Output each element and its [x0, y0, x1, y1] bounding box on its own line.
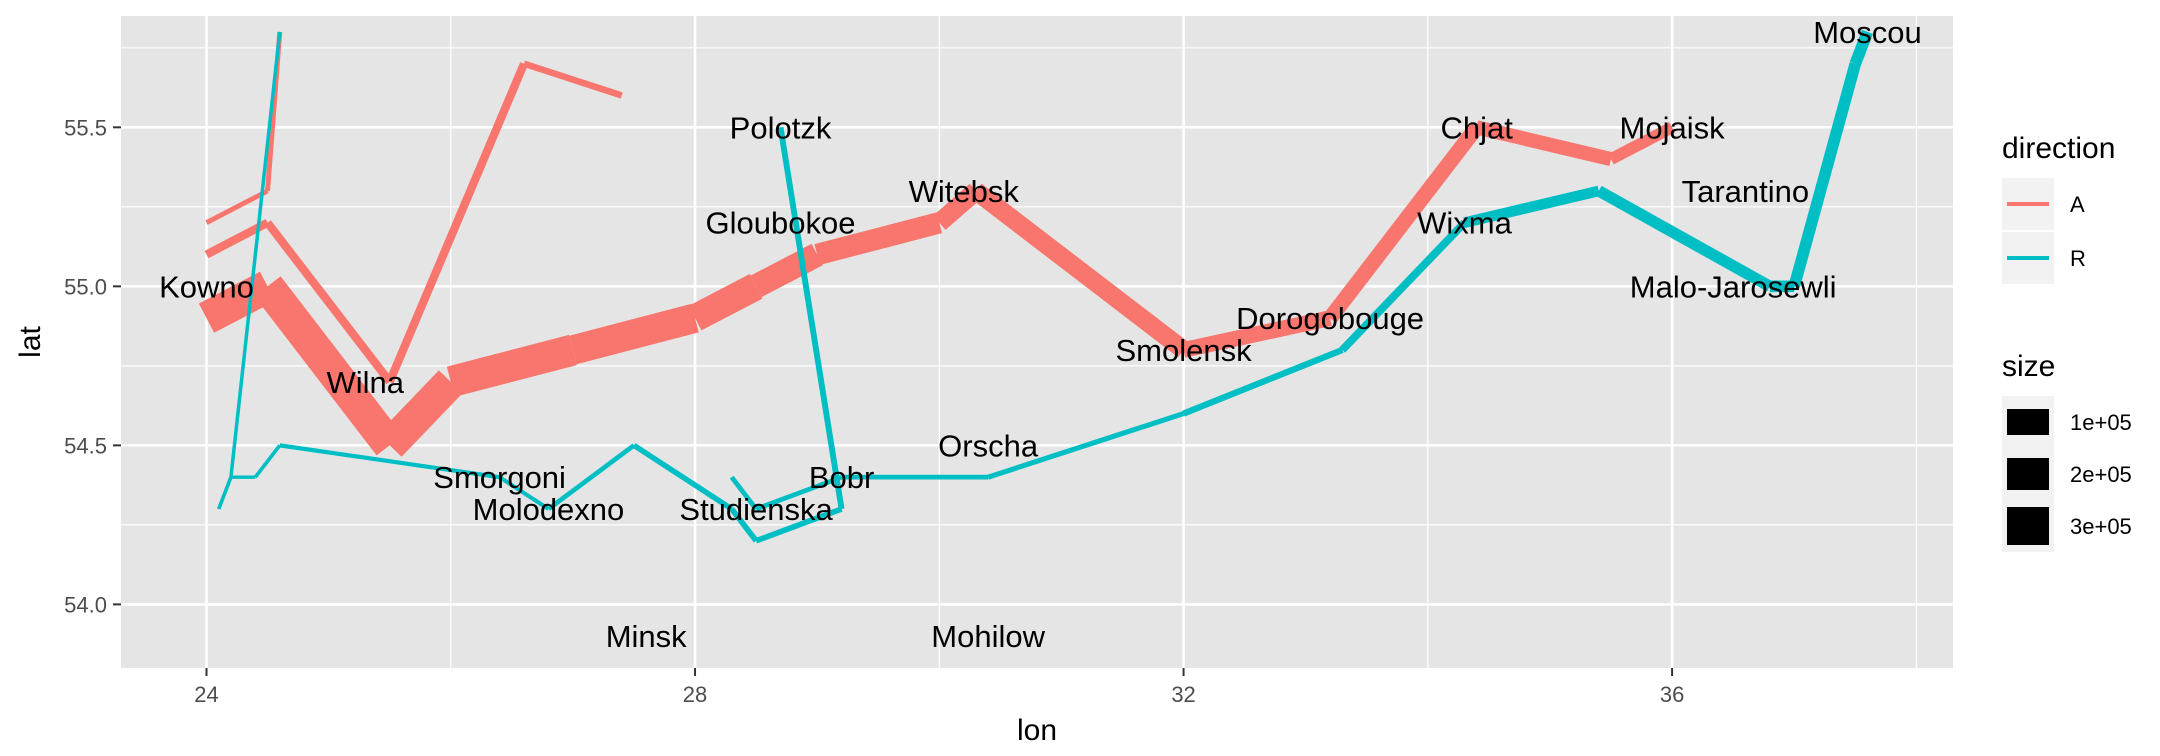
minor-gridlines — [121, 16, 1953, 668]
city-label: Kowno — [159, 269, 254, 304]
size-legend: size 1e+05 2e+05 3e+05 — [2002, 350, 2132, 552]
path-segment-r — [547, 443, 636, 511]
city-label: Bobr — [809, 460, 874, 495]
legend-label-r: R — [2070, 246, 2086, 271]
path-segment-r — [1788, 62, 1861, 288]
direction-legend-title: direction — [2002, 132, 2115, 165]
path-segment-a — [970, 183, 1190, 358]
y-tick-label: 54.5 — [64, 433, 107, 458]
city-label: Orscha — [938, 428, 1039, 463]
path-segment-a — [264, 220, 393, 385]
path-segment-a — [750, 243, 823, 298]
city-label: Minsk — [606, 619, 687, 654]
path-segment-a — [446, 334, 577, 397]
size-legend-title: size — [2002, 350, 2055, 383]
size-legend-label-3: 3e+05 — [2070, 514, 2132, 539]
city-label: Smolensk — [1116, 333, 1253, 368]
path-segment-r — [1182, 347, 1344, 417]
city-label: Moscou — [1813, 15, 1922, 50]
path-segment-a — [385, 62, 528, 384]
x-axis-title: lon — [1017, 714, 1057, 747]
path-segment-r — [755, 474, 843, 512]
y-axis-title: lat — [14, 325, 47, 357]
axes: 24 28 32 36 54.0 54.5 55.0 55.5 — [64, 115, 1684, 707]
size-key-3-swatch — [2007, 507, 2049, 545]
city-label: Studienska — [679, 492, 833, 527]
path-segment-r — [729, 507, 759, 543]
path-segment-r — [632, 443, 734, 512]
path-segment-a — [254, 276, 403, 456]
city-label: Gloubokoe — [706, 206, 856, 241]
size-legend-label-2: 2e+05 — [2070, 462, 2132, 487]
city-label: Wilna — [327, 365, 405, 400]
y-tick-label: 54.0 — [64, 592, 107, 617]
path-segment-a — [1475, 120, 1613, 167]
path-segment-a — [569, 303, 699, 365]
path-segment-r — [1463, 185, 1601, 228]
x-tick-label: 36 — [1660, 682, 1684, 707]
city-label: Mojaisk — [1620, 110, 1726, 145]
city-label: Mohilow — [931, 619, 1045, 654]
size-key-2-swatch — [2007, 458, 2049, 490]
path-segment-a — [377, 370, 463, 457]
path-segment-r — [498, 475, 550, 511]
city-label: Chjat — [1440, 110, 1513, 145]
path-segment-r — [755, 506, 843, 544]
plot-panel — [121, 16, 1953, 668]
path-segment-a — [814, 212, 943, 265]
path-segment-a — [523, 60, 623, 99]
path-segment-a — [1608, 122, 1675, 165]
y-tick-label: 55.0 — [64, 274, 107, 299]
path-segment-a — [205, 188, 269, 225]
city-label: Witebsk — [909, 174, 1020, 209]
path-segment-r — [987, 411, 1185, 480]
x-tick-label: 28 — [683, 682, 707, 707]
city-label: Wixma — [1417, 206, 1512, 241]
x-tick-label: 32 — [1171, 682, 1195, 707]
path-segment-r — [777, 126, 845, 510]
path-segment-a — [688, 274, 763, 331]
city-label: Smorgoni — [433, 460, 566, 495]
city-label: Polotzk — [730, 110, 832, 145]
x-tick-label: 24 — [194, 682, 218, 707]
y-tick-label: 55.5 — [64, 115, 107, 140]
path-segment-a — [1181, 310, 1332, 358]
march-paths — [198, 29, 1874, 544]
city-label: Malo-Jarosewli — [1630, 269, 1837, 304]
size-legend-label-1: 1e+05 — [2070, 410, 2132, 435]
size-key-1-swatch — [2007, 409, 2049, 435]
city-label: Molodexno — [473, 492, 625, 527]
path-segment-a — [1324, 122, 1483, 323]
path-segment-r — [1849, 29, 1874, 66]
legend-label-a: A — [2070, 192, 2085, 217]
path-segment-r — [253, 444, 282, 479]
city-label: Dorogobouge — [1236, 301, 1424, 336]
path-segment-r — [217, 476, 233, 510]
city-label: Tarantino — [1682, 174, 1810, 209]
path-segment-r — [229, 31, 282, 478]
path-segment-r — [1596, 185, 1773, 292]
path-segment-a — [933, 183, 983, 230]
path-segment-r — [1339, 220, 1468, 353]
path-segment-r — [729, 475, 758, 511]
path-segment-r — [279, 443, 500, 480]
direction-legend: direction A R — [2002, 132, 2115, 284]
path-segment-a — [198, 271, 276, 333]
